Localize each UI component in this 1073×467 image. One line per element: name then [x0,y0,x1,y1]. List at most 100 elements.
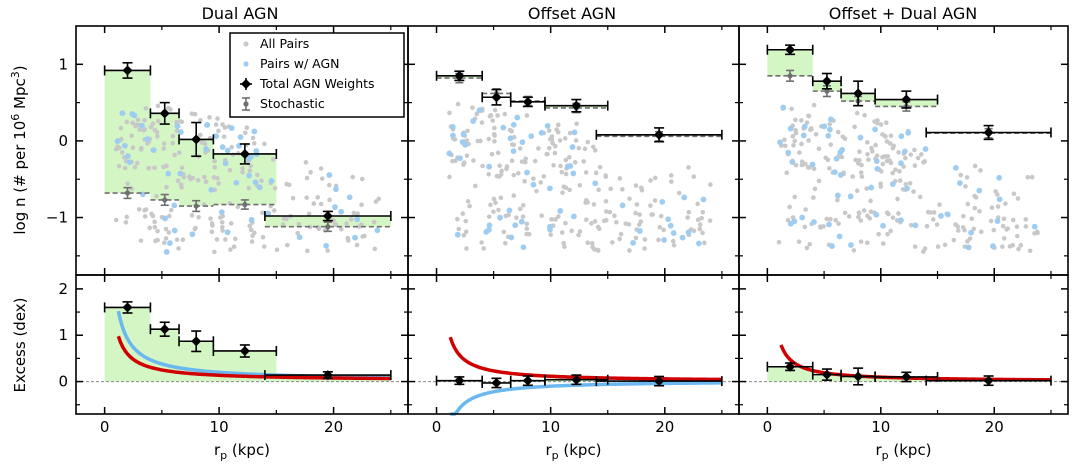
all-pairs-point [1000,244,1005,249]
all-pairs-point [502,111,508,117]
pairs-agn-point [968,229,974,236]
all-pairs-point [637,212,642,217]
x-tick-label: 10 [541,418,560,436]
pairs-agn-point [837,172,844,178]
all-pairs-point [858,239,864,244]
all-pairs-point [143,106,149,111]
all-pairs-point [589,221,594,226]
panel-title-offset: Offset AGN [528,4,616,23]
pairs-agn-point [904,185,910,192]
stochastic-point [325,224,331,230]
all-pairs-point [576,145,582,151]
all-pairs-point [315,195,321,200]
all-pairs-point [924,223,930,229]
all-pairs-point [180,237,186,242]
all-pairs-point [526,231,532,237]
all-pairs-point [912,163,918,168]
all-pairs-point [562,244,567,249]
pairs-agn-point [905,129,912,136]
pairs-agn-point [326,172,333,178]
all-pairs-point [1016,246,1021,252]
pairs-agn-point [965,244,972,251]
excess-marker [522,375,533,386]
all-pairs-point [556,214,561,219]
pairs-agn-point [203,146,209,152]
all-pairs-point [793,117,798,123]
all-pairs-point [228,247,233,252]
all-pairs-point [558,163,563,169]
all-pairs-point [888,160,894,166]
total-agn-marker [454,70,465,81]
all-pairs-point [804,120,810,125]
all-pairs-point [561,184,567,190]
pairs-agn-point [224,229,231,236]
all-pairs-point [790,133,796,139]
excess-marker [239,345,250,356]
all-pairs-point [686,209,692,215]
all-pairs-point [852,124,857,130]
all-pairs-point [1007,244,1013,249]
pairs-agn-point [162,215,168,222]
all-pairs-point [596,226,602,232]
all-pairs-point [917,194,923,200]
pairs-agn-point [124,153,131,160]
all-pairs-point [474,111,480,117]
all-pairs-point [695,201,700,207]
legend-marker-total [240,78,252,90]
all-pairs-point [547,136,553,142]
all-pairs-point [573,138,579,143]
all-pairs-point [498,195,504,201]
all-pairs-point [799,162,805,168]
all-pairs-point [453,158,458,164]
excess-marker [571,374,582,385]
all-pairs-point [793,162,799,168]
pairs-agn-point [237,134,244,140]
all-pairs-point [271,208,277,213]
all-pairs-point [928,210,933,215]
all-pairs-point [261,141,267,147]
pairs-agn-point [976,187,983,194]
all-pairs-point [590,144,596,150]
all-pairs-point [115,144,120,149]
all-pairs-point [463,218,469,224]
all-pairs-point [138,238,144,243]
all-pairs-point [524,226,530,231]
all-pairs-point [865,213,870,219]
pairs-agn-point [248,153,254,160]
all-pairs-point [250,233,255,238]
all-pairs-point [181,174,187,180]
x-tick-label: 0 [763,418,773,436]
all-pairs-point [620,187,625,192]
all-pairs-point [179,165,185,171]
all-pairs-point [122,165,128,171]
all-pairs-point [175,178,181,184]
all-pairs-point [355,211,360,216]
all-pairs-point [461,232,467,238]
all-pairs-point [658,213,664,219]
pairs-agn-point [799,214,806,221]
all-pairs-point [805,165,811,170]
all-pairs-point [978,229,984,235]
x-tick-label: 20 [324,418,343,436]
all-pairs-point [884,158,890,164]
pairs-agn-point [171,227,178,234]
pairs-agn-point [898,217,904,224]
all-pairs-point [248,227,254,233]
all-pairs-point [897,178,903,183]
pairs-agn-point [665,216,672,223]
all-pairs-point [612,213,617,219]
all-pairs-point [339,226,344,232]
all-pairs-point [862,112,867,118]
all-pairs-point [497,163,502,168]
all-pairs-point [912,147,917,153]
all-pairs-point [531,176,536,181]
pairs-agn-point [872,126,879,133]
all-pairs-point [284,242,290,248]
all-pairs-point [806,113,812,119]
all-pairs-point [1000,223,1006,229]
all-pairs-point [1027,248,1033,254]
all-pairs-point [123,220,129,225]
all-pairs-point [516,171,521,176]
all-pairs-point [232,236,238,242]
all-pairs-point [260,210,265,216]
